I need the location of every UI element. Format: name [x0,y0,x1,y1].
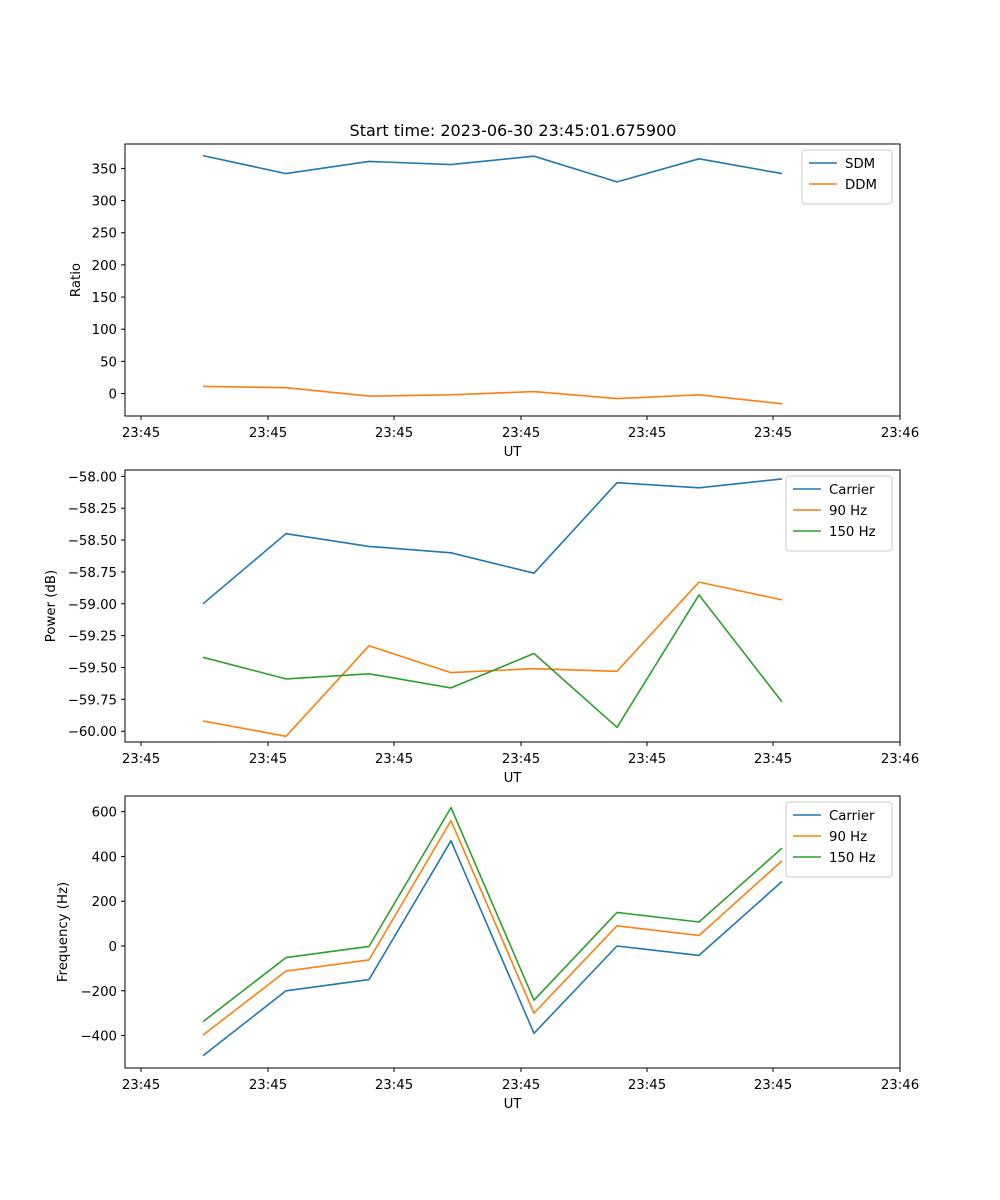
legend-label: Carrier [829,483,875,498]
y-tick-label: 300 [92,195,117,210]
y-tick-label: 400 [92,850,117,865]
legend-label: 90 Hz [829,504,867,519]
y-tick-label: 600 [92,806,117,821]
legend-label: Carrier [829,809,875,824]
x-tick-label: 23:45 [628,426,666,441]
x-tick-label: 23:45 [375,426,413,441]
y-tick-label: 200 [92,259,117,274]
legend: SDM DDM [801,149,893,205]
subplot-2: 23:45 23:45 23:45 23:45 23:45 23:45 23:46 −60.0… [44,469,919,786]
x-tick-label: 23:46 [881,426,919,441]
x-axis-label: UT [504,1097,523,1112]
legend-label: 150 Hz [829,525,876,540]
legend-label: 90 Hz [829,830,867,845]
y-tick-label: 100 [92,323,117,338]
x-tick-label: 23:45 [502,752,540,767]
y-tick-label: 250 [92,227,117,242]
y-tick-label: −59.50 [68,661,117,676]
legend-label: DDM [845,178,877,193]
y-tick-label: −59.75 [68,693,117,708]
y-tick-label: −58.75 [68,566,117,581]
y-tick-label: 200 [92,895,117,910]
subplots: 23:45 23:45 23:45 23:45 23:45 23:45 23:46 0 50 10… [44,143,919,1112]
x-tick-label: 23:45 [754,426,792,441]
series-line-ddm [202,385,783,405]
legend-box [785,475,893,552]
y-tick-label: 0 [109,940,117,955]
x-tick-label: 23:45 [122,1078,160,1093]
x-axis-label: UT [504,771,523,786]
series-line-carrier [202,839,783,1057]
plot-frame [124,143,901,417]
x-tick-label: 23:45 [375,1078,413,1093]
x-tick-label: 23:46 [881,1078,919,1093]
y-axis-label: Power (dB) [44,570,59,642]
x-tick-label: 23:45 [628,1078,666,1093]
series-line-90-hz [202,581,783,738]
subplot-1: 23:45 23:45 23:45 23:45 23:45 23:45 23:46 0 50 10… [69,143,919,460]
plot-frame [124,469,901,743]
y-tick-label: −58.50 [68,534,117,549]
y-tick-label: 0 [109,387,117,402]
y-tick-label: −59.25 [68,630,117,645]
series-line-150-hz [202,806,783,1023]
legend: Carrier 90 Hz 150 Hz [785,475,893,552]
y-tick-label: 350 [92,162,117,177]
y-tick-label: −59.00 [68,598,117,613]
x-tick-label: 23:45 [754,752,792,767]
x-tick-label: 23:45 [122,426,160,441]
x-tick-label: 23:45 [628,752,666,767]
y-tick-label: −58.00 [68,470,117,485]
x-tick-label: 23:45 [375,752,413,767]
legend-label: 150 Hz [829,851,876,866]
y-axis-label: Frequency (Hz) [56,882,71,982]
legend: Carrier 90 Hz 150 Hz [785,801,893,878]
y-tick-label: 50 [100,355,117,370]
x-tick-label: 23:45 [122,752,160,767]
x-tick-label: 23:45 [502,426,540,441]
y-tick-label: −200 [80,985,117,1000]
x-tick-label: 23:45 [754,1078,792,1093]
y-tick-label: −400 [80,1030,117,1045]
y-axis-label: Ratio [69,263,84,297]
x-tick-label: 23:46 [881,752,919,767]
chart-title: Start time: 2023-06-30 23:45:01.675900 [350,121,677,140]
y-tick-label: −58.25 [68,502,117,517]
series-line-150-hz [202,594,783,729]
legend-box [785,801,893,878]
x-axis-label: UT [504,445,523,460]
x-tick-label: 23:45 [502,1078,540,1093]
legend-label: SDM [845,157,875,172]
y-tick-label: −60.00 [68,725,117,740]
y-tick-label: 150 [92,291,117,306]
plot-frame [124,795,901,1069]
series-line-carrier [202,478,783,605]
x-tick-label: 23:45 [249,1078,287,1093]
x-tick-label: 23:45 [249,752,287,767]
series-line-sdm [202,154,783,183]
series-line-90-hz [202,819,783,1036]
x-tick-label: 23:45 [249,426,287,441]
subplot-3: 23:45 23:45 23:45 23:45 23:45 23:45 23:46 −400 −… [56,795,919,1112]
